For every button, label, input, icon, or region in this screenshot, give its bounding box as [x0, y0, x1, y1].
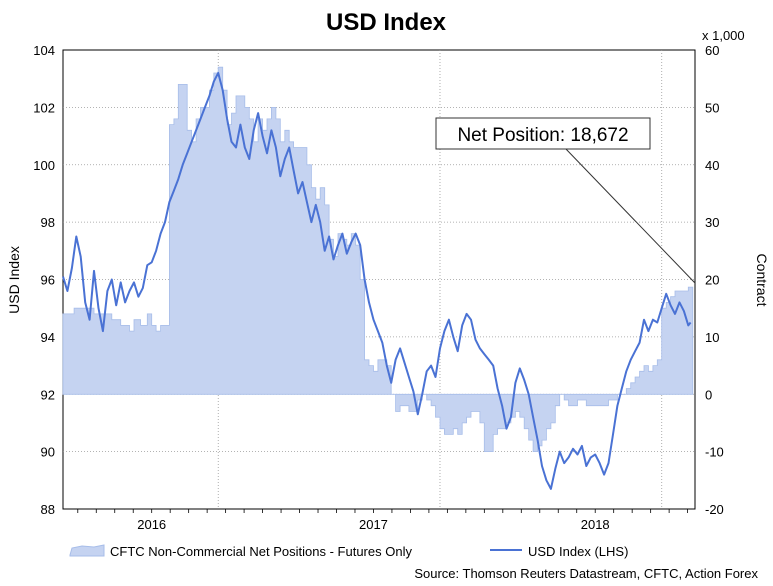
- axis-ticks: 88 90 92 94 96 98 100 102 104 -20 -10 0 10 20 30 40 50 60…: [33, 43, 724, 532]
- callout-leader-line: [564, 147, 696, 284]
- legend-area-label: CFTC Non-Commercial Net Positions - Futu…: [110, 544, 412, 559]
- right-axis-multiplier: x 1,000: [702, 28, 745, 43]
- left-tick-label: 88: [41, 502, 55, 517]
- legend-line-label: USD Index (LHS): [528, 544, 628, 559]
- usd-index-line: [62, 71, 692, 490]
- x-tick-label: 2017: [359, 517, 388, 532]
- net-position-annotation: Net Position: 18,672: [457, 125, 628, 146]
- right-tick-label: 60: [705, 43, 719, 58]
- left-tick-label: 96: [41, 273, 55, 288]
- x-tick-label: 2018: [581, 517, 610, 532]
- right-tick-label: 10: [705, 330, 719, 345]
- right-tick-label: 20: [705, 273, 719, 288]
- right-tick-label: 40: [705, 158, 719, 173]
- right-tick-label: 0: [705, 387, 712, 402]
- left-tick-label: 90: [41, 445, 55, 460]
- right-axis-title: Contract: [754, 254, 770, 307]
- callout-box: [435, 117, 651, 150]
- left-tick-label: 98: [41, 215, 55, 230]
- right-tick-label: -10: [705, 445, 724, 460]
- x-tick-label: 2016: [137, 517, 166, 532]
- left-tick-label: 92: [41, 387, 55, 402]
- left-tick-label: 100: [33, 158, 55, 173]
- right-tick-label: 50: [705, 100, 719, 115]
- right-tick-label: 30: [705, 215, 719, 230]
- usd-index-line-layer: [62, 71, 692, 490]
- left-tick-label: 94: [41, 330, 55, 345]
- legend-area-swatch: [69, 544, 105, 557]
- left-axis-title: USD Index: [6, 246, 22, 314]
- legend: CFTC Non-Commercial Net Positions - Futu…: [69, 544, 628, 559]
- left-tick-label: 104: [33, 43, 55, 58]
- left-tick-label: 102: [33, 100, 55, 115]
- source-note: Source: Thomson Reuters Datastream, CFTC…: [414, 566, 758, 581]
- right-tick-label: -20: [705, 502, 724, 517]
- chart-title: USD Index: [326, 9, 447, 36]
